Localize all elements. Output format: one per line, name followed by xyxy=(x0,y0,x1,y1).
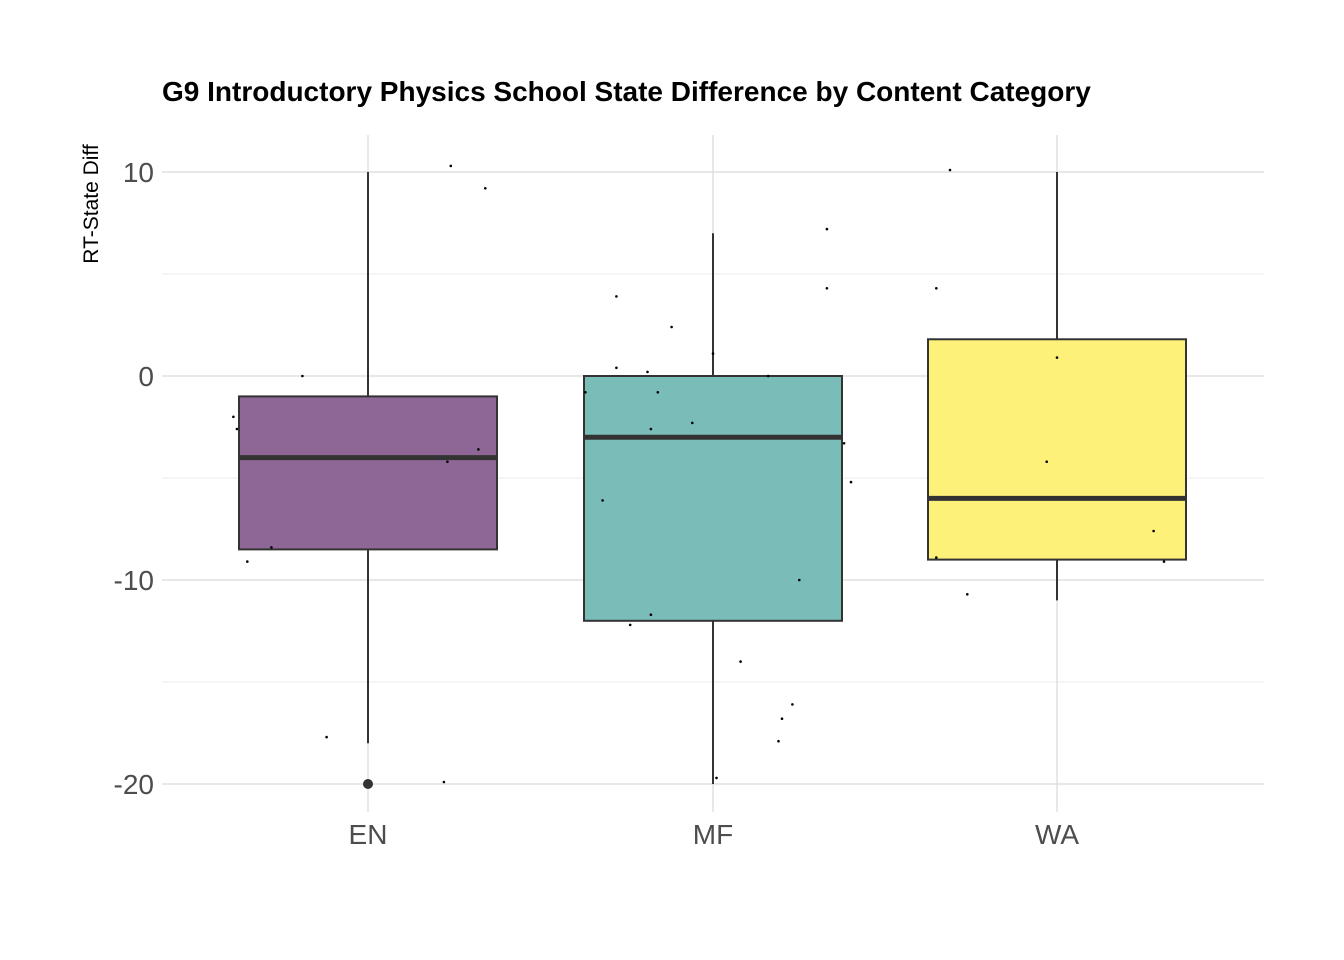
data-point xyxy=(477,448,480,451)
data-point xyxy=(442,780,446,784)
data-point xyxy=(777,739,780,743)
data-point xyxy=(235,427,239,431)
data-point xyxy=(798,578,801,582)
data-point xyxy=(649,427,653,431)
data-point xyxy=(615,366,618,370)
jitter-points xyxy=(232,164,1166,784)
data-point xyxy=(601,499,604,502)
data-point xyxy=(656,391,660,394)
data-point xyxy=(935,556,938,559)
x-tick-label: EN xyxy=(349,819,388,850)
data-point xyxy=(935,287,938,290)
chart-title: G9 Introductory Physics School State Dif… xyxy=(162,76,1091,107)
data-point xyxy=(849,480,853,484)
y-tick-label: -20 xyxy=(114,769,154,800)
box-mf xyxy=(583,375,843,622)
data-point xyxy=(715,776,718,780)
data-point xyxy=(270,546,273,549)
box-en xyxy=(238,395,498,551)
x-tick-label: MF xyxy=(693,819,733,850)
data-point xyxy=(1162,560,1166,563)
data-point xyxy=(584,391,587,394)
y-tick-label: -10 xyxy=(114,565,154,596)
data-point xyxy=(615,295,618,298)
data-point xyxy=(646,370,649,374)
data-point xyxy=(948,168,952,172)
data-point xyxy=(232,415,235,419)
data-point xyxy=(780,717,784,720)
data-point xyxy=(670,325,673,329)
data-point xyxy=(691,421,694,425)
data-point xyxy=(1152,529,1155,533)
data-point xyxy=(966,593,969,596)
outlier-point xyxy=(363,779,373,789)
data-point xyxy=(301,374,304,378)
data-point xyxy=(791,703,794,706)
data-point xyxy=(711,352,715,355)
data-point xyxy=(246,560,249,563)
y-tick-label: 0 xyxy=(138,361,154,392)
data-point xyxy=(628,623,632,627)
data-point xyxy=(1055,356,1059,359)
y-tick-labels: 10 0 -10 -20 xyxy=(114,157,154,800)
x-tick-labels: EN MF WA xyxy=(349,819,1080,850)
data-point xyxy=(1045,460,1048,464)
data-point xyxy=(446,460,449,464)
data-point xyxy=(325,735,328,739)
box-wa xyxy=(927,338,1187,561)
data-point xyxy=(449,164,453,168)
data-point xyxy=(766,374,770,378)
y-axis-label: RT-State Diff xyxy=(80,144,103,264)
data-point xyxy=(842,442,846,445)
data-point xyxy=(484,187,487,190)
data-point xyxy=(649,613,653,616)
x-tick-label: WA xyxy=(1035,819,1079,850)
data-point xyxy=(825,287,829,290)
data-point xyxy=(739,660,742,663)
data-point xyxy=(825,227,829,231)
y-tick-label: 10 xyxy=(123,157,154,188)
